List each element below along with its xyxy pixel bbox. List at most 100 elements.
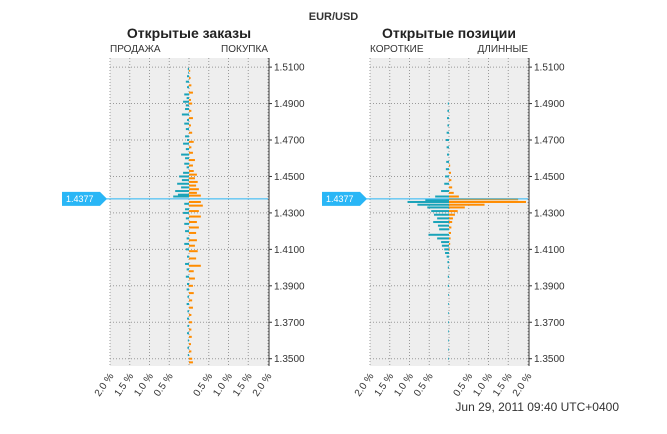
y-tick-label: 1.4100	[274, 245, 305, 256]
bar-short	[181, 113, 189, 116]
bar-short	[437, 217, 449, 220]
bar-short	[186, 288, 189, 291]
bar-long	[189, 180, 198, 183]
bar-short	[448, 357, 449, 360]
bar-short	[433, 221, 449, 224]
y-tick-label: 1.4300	[534, 208, 565, 219]
bar-short	[173, 195, 189, 198]
bar-long	[449, 231, 451, 234]
bar-short	[448, 312, 449, 315]
bar-short	[185, 217, 189, 220]
bar-long	[189, 204, 203, 207]
bar-short	[441, 241, 449, 244]
y-tick-label: 1.4500	[534, 172, 565, 183]
current-price-label: 1.4377	[326, 194, 354, 204]
bar-long	[189, 200, 201, 203]
bar-long	[189, 98, 191, 101]
x-tick-label: 1.5 %	[373, 371, 397, 398]
bar-long	[449, 191, 454, 194]
bar-short	[446, 131, 449, 134]
bar-short	[187, 75, 189, 78]
bar-long	[449, 200, 527, 203]
bar-short	[185, 208, 189, 211]
y-tick-label: 1.3900	[534, 281, 565, 292]
current-price-label: 1.4377	[66, 194, 94, 204]
bar-short	[447, 109, 449, 112]
bar-short	[448, 339, 449, 342]
x-tick-label: 0.5 %	[412, 371, 436, 398]
bar-long	[449, 226, 452, 229]
bar-long	[189, 357, 193, 360]
bar-short	[435, 195, 449, 198]
bar-long	[189, 69, 191, 72]
bar-short	[186, 237, 189, 240]
bar-short	[437, 237, 449, 240]
bar-long	[189, 131, 193, 134]
bar-long	[189, 102, 193, 105]
x-tick-label: 1.0 %	[471, 371, 495, 398]
bar-short	[427, 206, 449, 209]
y-tick-label: 1.5100	[274, 63, 305, 74]
bar-short	[187, 282, 189, 285]
bar-short	[187, 118, 189, 121]
bar-short	[184, 242, 189, 245]
bar-short	[184, 122, 189, 125]
bar-short	[447, 275, 449, 278]
bar-long	[189, 361, 193, 364]
bar-short	[425, 199, 449, 202]
bar-short	[187, 354, 189, 357]
bar-short	[183, 142, 189, 145]
x-tick-label: 1.0 %	[392, 371, 416, 398]
bar-long	[189, 250, 198, 253]
bar-short	[185, 157, 189, 160]
bar-short	[187, 324, 189, 327]
current-price-marker	[322, 191, 367, 206]
bar-long	[189, 146, 192, 149]
x-tick-label: 0.5 %	[452, 371, 476, 398]
bar-long	[449, 242, 451, 245]
x-tick-label: 2.0 %	[511, 371, 535, 398]
bar-long	[449, 221, 453, 224]
bar-short	[433, 213, 449, 216]
bar-long	[189, 244, 195, 247]
bar-short	[177, 182, 189, 185]
bar-short	[428, 233, 449, 236]
bar-long	[189, 194, 201, 197]
bar-short	[187, 295, 189, 298]
bar-long	[189, 226, 199, 229]
y-tick-label: 1.4300	[274, 208, 305, 219]
bar-long	[189, 164, 193, 167]
bar-short	[186, 268, 189, 271]
y-tick-label: 1.4100	[534, 245, 565, 256]
timestamp: Jun 29, 2011 09:40 UTC+0400	[455, 400, 619, 414]
bar-long	[189, 173, 197, 176]
bar-long	[189, 328, 192, 331]
chart-panel-2: 1.5100 1.4900 1.4700 1.4500 1.4300 1.4100 1.39…	[322, 25, 565, 399]
bar-short	[183, 171, 189, 174]
y-tick-label: 1.4700	[274, 136, 305, 147]
bar-long	[189, 215, 201, 218]
bar-short	[185, 80, 189, 83]
bar-short	[183, 211, 189, 214]
bar-short	[447, 117, 449, 120]
bar-short	[448, 348, 449, 351]
bar-long	[189, 284, 193, 287]
bar-long	[189, 169, 194, 172]
bar-short	[187, 67, 189, 70]
bar-long	[449, 248, 450, 251]
bar-short	[447, 261, 449, 264]
bar-short	[446, 160, 449, 163]
bar-short	[447, 102, 449, 105]
bar-long	[449, 213, 455, 216]
bar-short	[181, 153, 189, 156]
bar-short	[177, 193, 189, 196]
bar-long	[189, 177, 195, 180]
instrument-title: EUR/USD	[308, 11, 359, 23]
bar-long	[189, 321, 193, 324]
y-tick-label: 1.3500	[534, 354, 565, 365]
bar-short	[437, 224, 449, 227]
bar-long	[189, 350, 192, 353]
bar-long	[449, 179, 452, 182]
panel-title: Открытые позиции	[382, 25, 516, 41]
